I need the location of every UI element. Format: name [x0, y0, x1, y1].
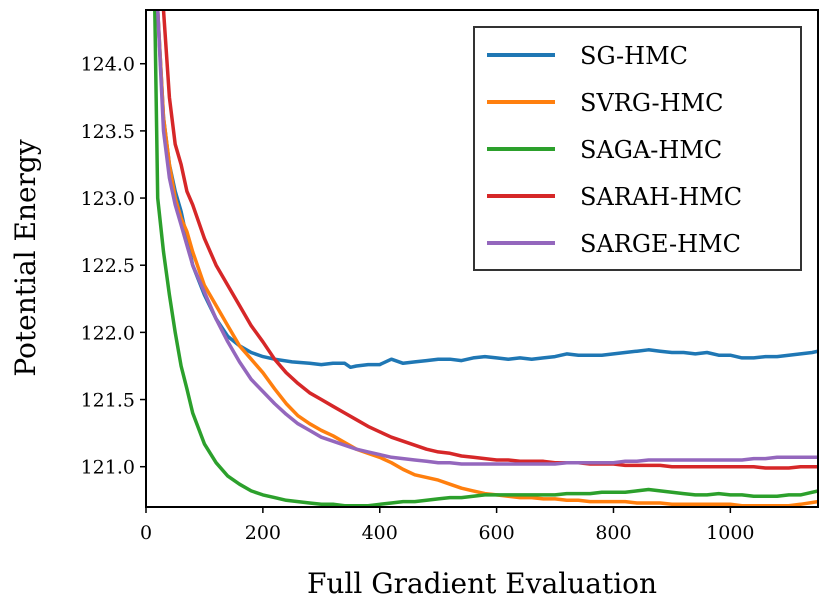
y-tick-label: 123.0	[81, 188, 135, 210]
series-line-svrg-hmc	[155, 10, 818, 507]
series-layer	[153, 10, 818, 507]
series-line-sarge-hmc	[155, 10, 818, 466]
y-axis: 121.0 121.5 122.0 122.5 123.0 123.5 124.0	[81, 54, 146, 479]
x-tick-label: 400	[362, 522, 398, 544]
x-tick-label: 200	[245, 522, 281, 544]
legend-label-sg-hmc: SG-HMC	[580, 42, 688, 70]
legend-label-sarge-hmc: SARGE-HMC	[580, 230, 741, 258]
series-line-saga-hmc	[153, 10, 818, 507]
plot-frame	[145, 9, 819, 508]
y-tick-label: 121.0	[81, 457, 135, 479]
legend: SG-HMC SVRG-HMC SAGA-HMC SARAH-HMC SARGE-HMC	[473, 26, 802, 271]
y-tick-label: 121.5	[81, 390, 135, 412]
x-axis-label: Full Gradient Evaluation	[307, 567, 657, 600]
x-tick-label: 0	[140, 522, 152, 544]
x-axis: 0 200 400 600 800 1000	[140, 507, 755, 544]
y-tick-label: 122.5	[81, 255, 135, 277]
y-axis-label: Potential Energy	[9, 139, 42, 377]
x-tick-label: 800	[595, 522, 631, 544]
y-tick-label: 124.0	[81, 54, 135, 76]
legend-label-sarah-hmc: SARAH-HMC	[580, 183, 742, 211]
legend-label-saga-hmc: SAGA-HMC	[580, 136, 722, 164]
x-tick-label: 600	[478, 522, 514, 544]
x-tick-label: 1000	[706, 522, 754, 544]
legend-label-svrg-hmc: SVRG-HMC	[580, 89, 723, 117]
y-tick-label: 123.5	[81, 121, 135, 143]
series-line-sarah-hmc	[161, 10, 818, 470]
y-tick-label: 122.0	[81, 322, 135, 344]
